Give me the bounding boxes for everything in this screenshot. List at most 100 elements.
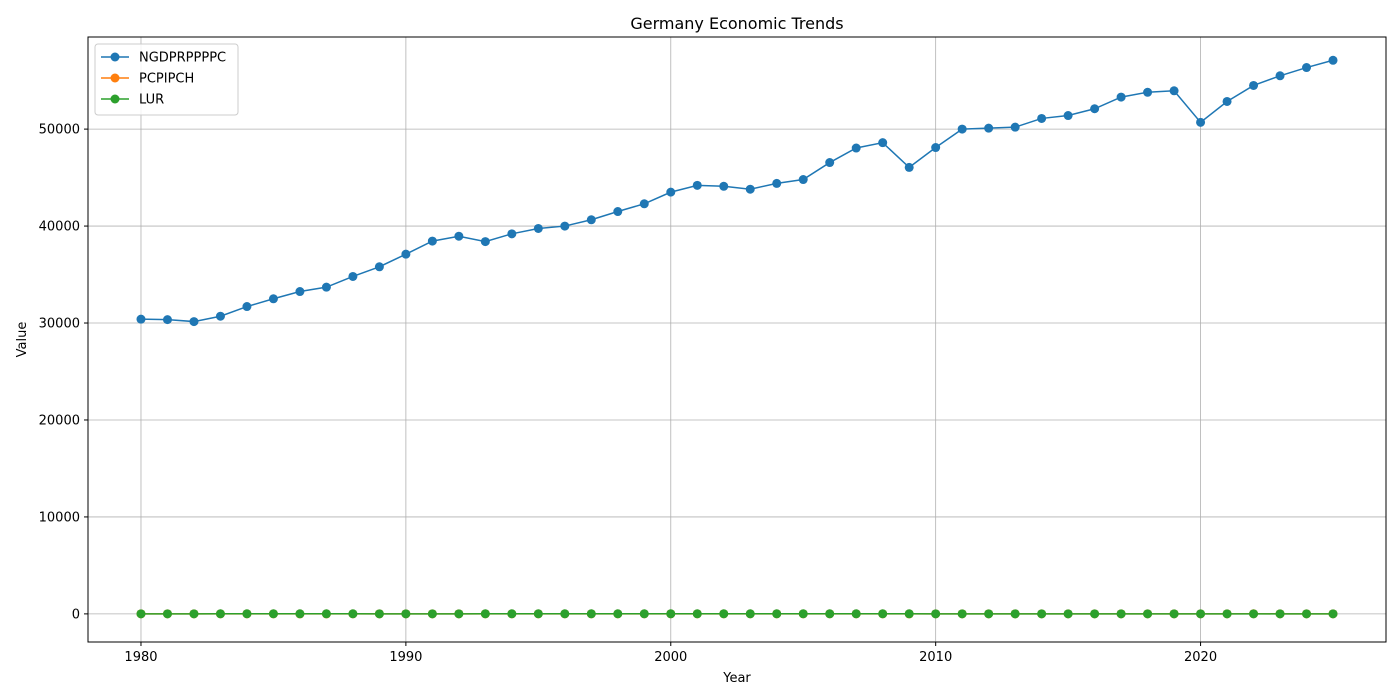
data-point-ngdprppppc	[666, 187, 676, 197]
legend-swatch-marker	[110, 94, 120, 104]
data-point-lur	[957, 609, 967, 619]
data-point-ngdprppppc	[321, 282, 331, 292]
data-point-ngdprppppc	[454, 231, 464, 241]
series-layer	[136, 55, 1338, 619]
data-point-ngdprppppc	[692, 180, 702, 190]
data-point-ngdprppppc	[1063, 111, 1073, 121]
data-point-ngdprppppc	[1249, 80, 1259, 90]
data-point-lur	[984, 609, 994, 619]
data-point-lur	[1116, 609, 1126, 619]
data-point-ngdprppppc	[1037, 113, 1047, 123]
x-tick-label: 2010	[919, 650, 952, 665]
data-point-ngdprppppc	[798, 175, 808, 185]
data-point-lur	[321, 609, 331, 619]
data-point-ngdprppppc	[851, 143, 861, 153]
series-line-ngdprppppc	[140, 59, 1334, 323]
data-point-ngdprppppc	[984, 123, 994, 133]
data-point-ngdprppppc	[639, 199, 649, 209]
data-point-lur	[666, 609, 676, 619]
data-point-lur	[772, 609, 782, 619]
data-point-lur	[189, 609, 199, 619]
data-point-ngdprppppc	[1328, 55, 1338, 65]
legend: NGDPRPPPPC PCPIPCH LUR	[94, 43, 239, 116]
data-point-ngdprppppc	[772, 178, 782, 188]
legend-item-ngdprppppc: NGDPRPPPPC	[101, 51, 226, 66]
data-point-lur	[215, 609, 225, 619]
data-point-ngdprppppc	[1116, 92, 1126, 102]
data-point-ngdprppppc	[1222, 96, 1232, 106]
data-point-lur	[374, 609, 384, 619]
data-point-lur	[1169, 609, 1179, 619]
data-point-lur	[904, 609, 914, 619]
legend-label-pcpipch: PCPIPCH	[139, 72, 194, 87]
legend-label-lur: LUR	[139, 93, 164, 108]
data-point-lur	[1275, 609, 1285, 619]
data-point-lur	[507, 609, 517, 619]
x-axis-label: Year	[722, 671, 751, 686]
data-point-lur	[242, 609, 252, 619]
data-point-lur	[480, 609, 490, 619]
legend-swatch-marker	[110, 52, 120, 62]
legend-label-ngdprppppc: NGDPRPPPPC	[139, 51, 226, 66]
data-point-ngdprppppc	[931, 143, 941, 153]
data-point-ngdprppppc	[374, 262, 384, 272]
data-point-lur	[1302, 609, 1312, 619]
data-point-ngdprppppc	[1143, 87, 1153, 97]
data-point-lur	[1143, 609, 1153, 619]
data-point-lur	[1249, 609, 1259, 619]
data-point-lur	[1037, 609, 1047, 619]
data-point-ngdprppppc	[1090, 104, 1100, 114]
data-point-lur	[533, 609, 543, 619]
data-point-lur	[268, 609, 278, 619]
data-point-ngdprppppc	[242, 302, 252, 312]
data-point-lur	[136, 609, 146, 619]
data-point-lur	[348, 609, 358, 619]
data-point-lur	[613, 609, 623, 619]
data-point-lur	[1328, 609, 1338, 619]
data-point-lur	[931, 609, 941, 619]
data-point-lur	[162, 609, 172, 619]
y-tick-label: 30000	[39, 317, 80, 332]
data-point-ngdprppppc	[295, 287, 305, 297]
series-ngdprppppc	[136, 55, 1338, 327]
y-tick-label: 40000	[39, 220, 80, 235]
y-axis-label: Value	[15, 322, 30, 358]
data-point-ngdprppppc	[719, 181, 729, 191]
data-point-lur	[745, 609, 755, 619]
data-point-lur	[586, 609, 596, 619]
data-point-ngdprppppc	[268, 294, 278, 304]
data-point-lur	[401, 609, 411, 619]
data-point-lur	[560, 609, 570, 619]
data-point-ngdprppppc	[586, 215, 596, 225]
data-point-lur	[825, 609, 835, 619]
data-point-ngdprppppc	[613, 207, 623, 217]
series-lur	[136, 609, 1338, 619]
data-point-lur	[692, 609, 702, 619]
legend-item-pcpipch: PCPIPCH	[101, 72, 194, 87]
data-point-ngdprppppc	[189, 317, 199, 327]
data-point-ngdprppppc	[162, 315, 172, 325]
chart-title: Germany Economic Trends	[630, 14, 843, 33]
data-point-ngdprppppc	[401, 249, 411, 259]
y-tick-label: 10000	[39, 510, 80, 525]
data-point-lur	[639, 609, 649, 619]
x-tick-label: 2020	[1184, 650, 1217, 665]
data-point-ngdprppppc	[825, 158, 835, 168]
data-point-lur	[1063, 609, 1073, 619]
legend-swatch-marker	[110, 73, 120, 83]
data-point-lur	[1010, 609, 1020, 619]
x-tick-label: 1980	[124, 650, 157, 665]
x-tick-label: 1990	[389, 650, 422, 665]
data-point-ngdprppppc	[480, 237, 490, 247]
data-point-ngdprppppc	[1275, 71, 1285, 81]
y-tick-label: 0	[72, 607, 80, 622]
data-point-ngdprppppc	[904, 162, 914, 172]
data-point-ngdprppppc	[507, 229, 517, 239]
data-point-ngdprppppc	[745, 184, 755, 194]
data-point-lur	[1196, 609, 1206, 619]
legend-item-lur: LUR	[101, 93, 164, 108]
y-tick-label: 50000	[39, 123, 80, 138]
grid	[88, 37, 1386, 642]
